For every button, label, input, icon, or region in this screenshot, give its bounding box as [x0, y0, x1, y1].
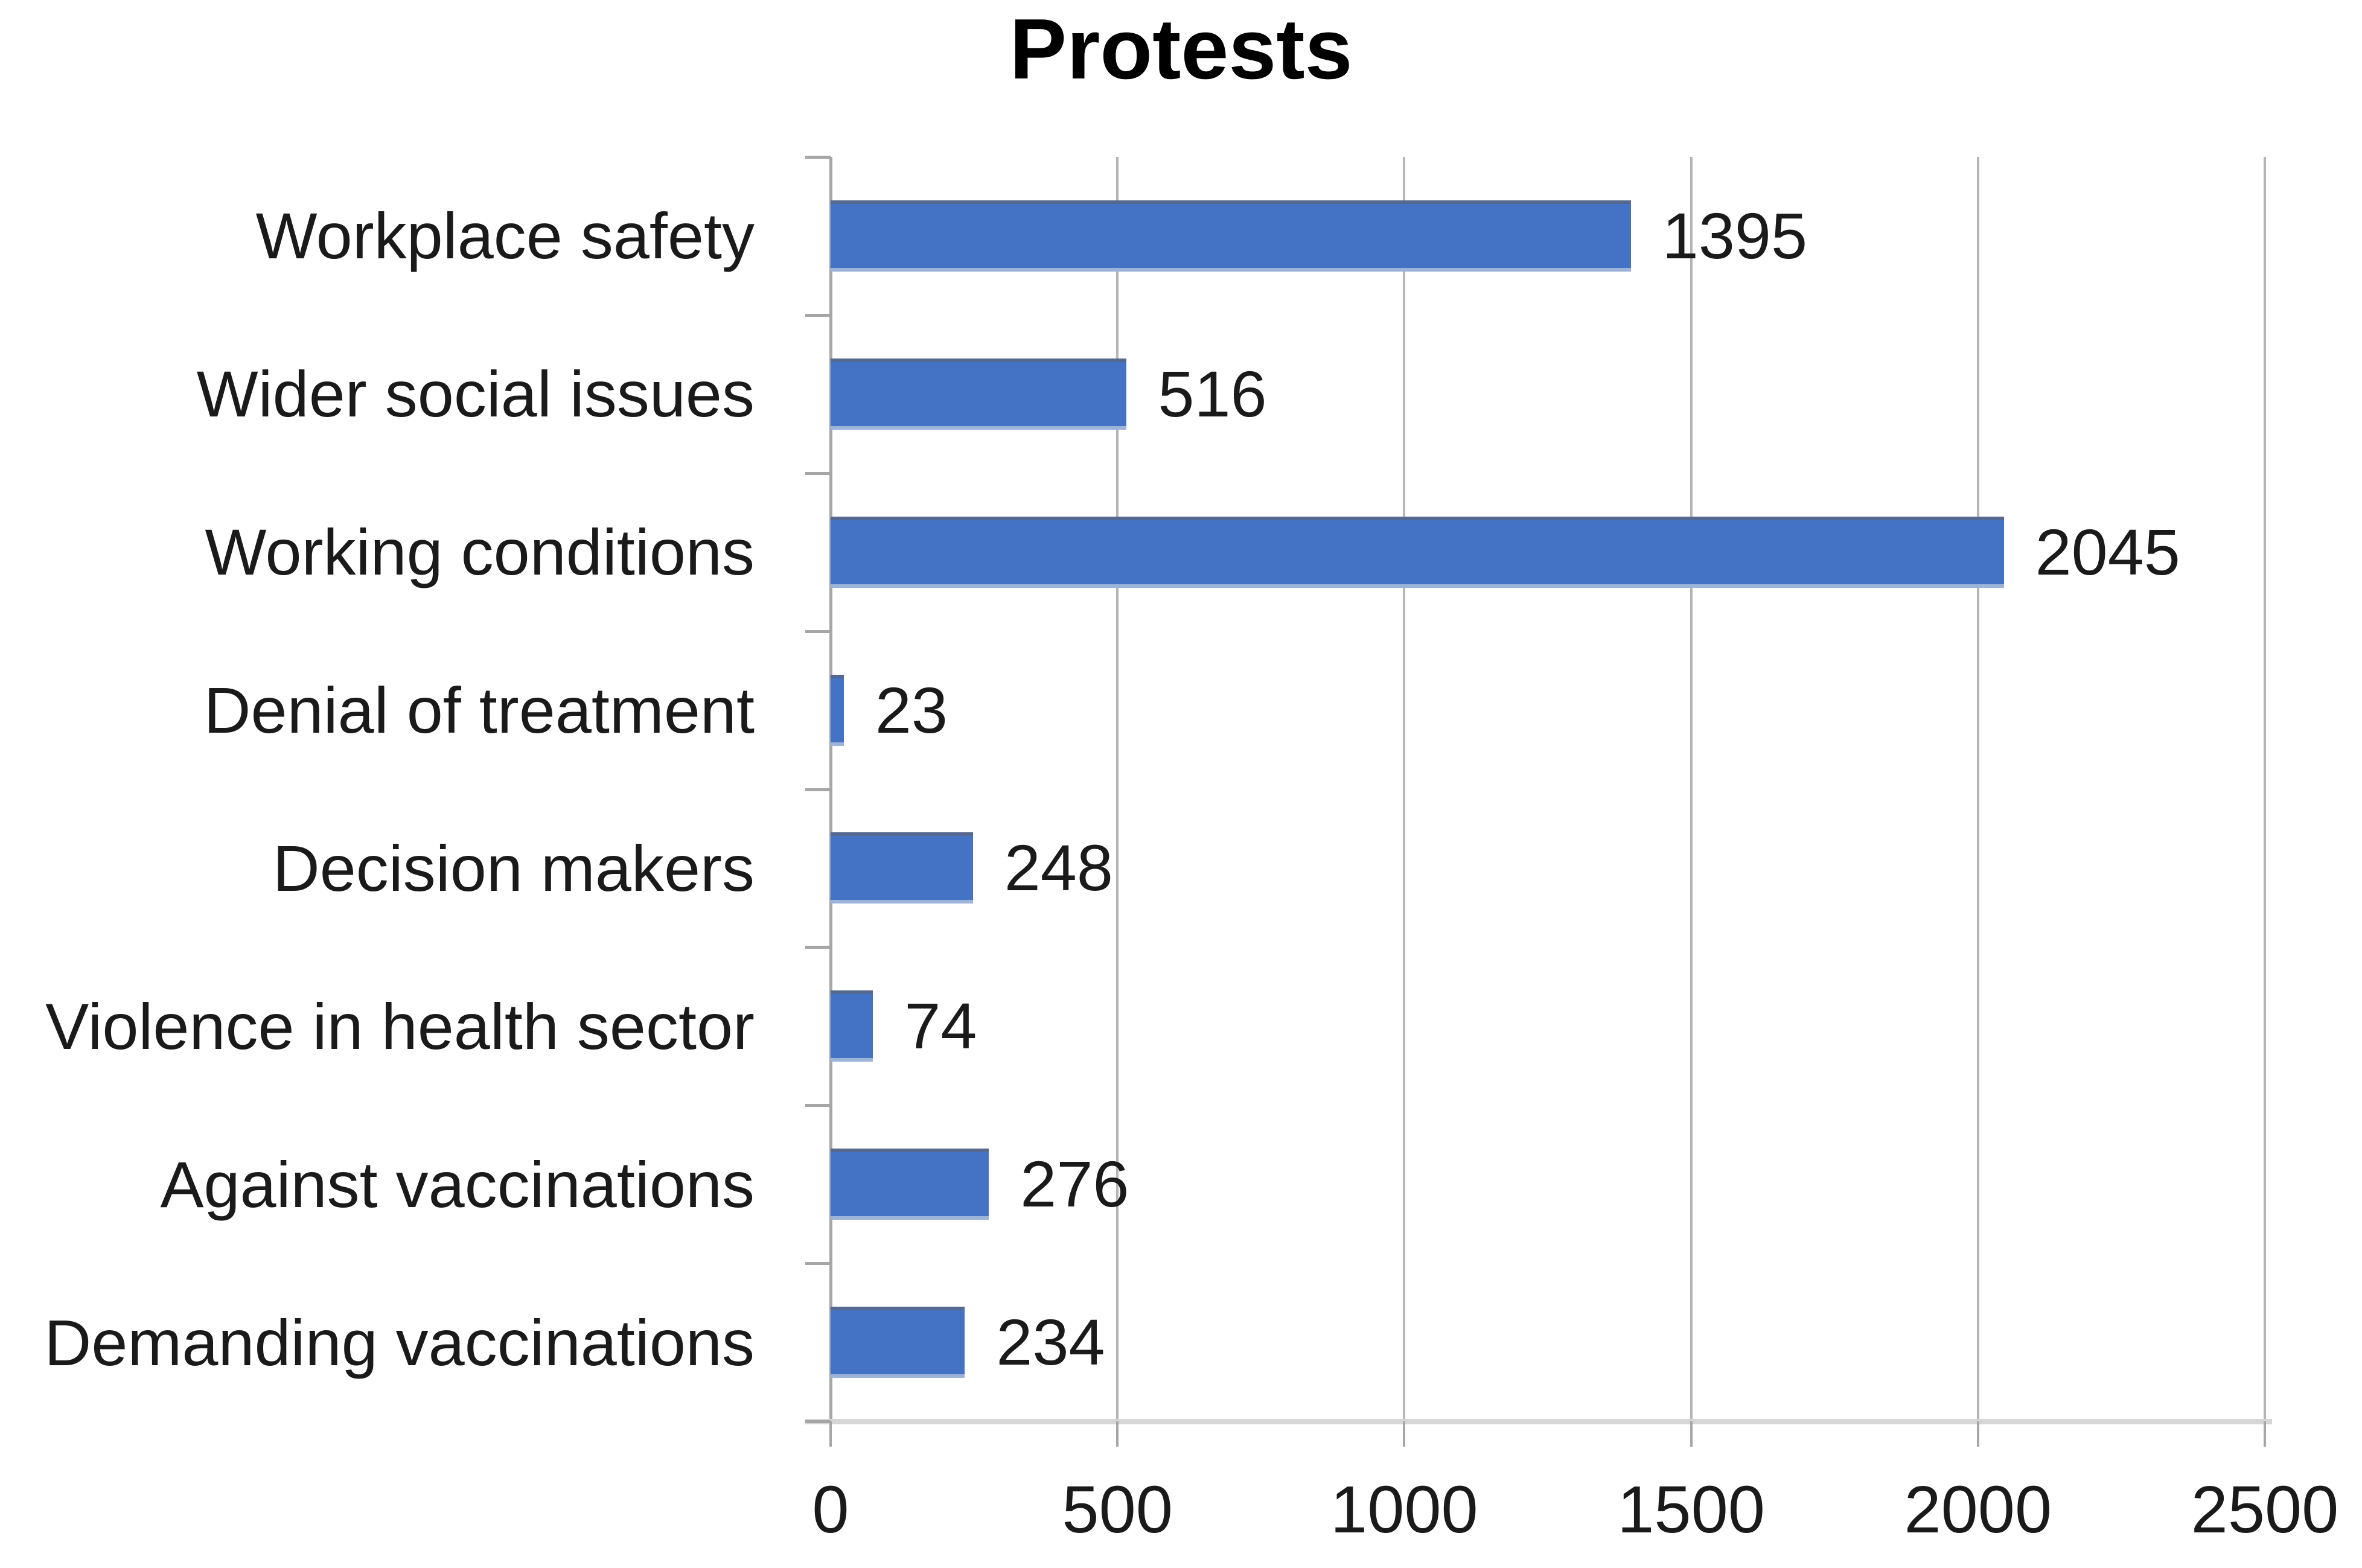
gridline — [1116, 157, 1119, 1421]
category-axis-tick-mark — [805, 313, 831, 317]
bar-row: 23 — [831, 631, 2265, 789]
chart-title: Protests — [1009, 1, 1353, 97]
x-axis-tick-label: 2000 — [1904, 1473, 2052, 1547]
x-axis-tick-mark — [1116, 1421, 1119, 1447]
category-axis-tick-mark — [805, 1420, 831, 1423]
category-label: Working conditions — [205, 515, 755, 589]
bar — [831, 516, 2004, 588]
bar — [831, 200, 1631, 272]
x-axis-tick-label: 2500 — [2191, 1473, 2339, 1547]
category-axis-tick-mark — [805, 629, 831, 633]
gridline — [1690, 157, 1693, 1421]
bar — [831, 832, 973, 904]
bar — [831, 1149, 989, 1220]
gridline — [1976, 157, 1979, 1421]
plot-area: 1395 516 2045 23 248 74 276 234 — [829, 157, 2266, 1421]
category-label: Against vaccinations — [160, 1147, 755, 1221]
category-axis-tick-mark — [805, 946, 831, 949]
category-axis-tick-mark — [805, 156, 831, 159]
bar-value-label: 23 — [875, 673, 948, 747]
bar-row: 248 — [831, 789, 2265, 948]
category-label: Wider social issues — [196, 357, 755, 431]
category-label: Demanding vaccinations — [44, 1305, 755, 1379]
x-axis-tick-label: 1500 — [1617, 1473, 1765, 1547]
bar-value-label: 2045 — [2035, 515, 2180, 588]
bar-row: 1395 — [831, 157, 2265, 315]
gridline — [1403, 157, 1406, 1421]
x-axis-baseline — [805, 1419, 2272, 1424]
bar-row: 74 — [831, 947, 2265, 1105]
bar-value-label: 516 — [1158, 357, 1267, 430]
category-label: Denial of treatment — [203, 674, 755, 747]
bar-row: 234 — [831, 1263, 2265, 1421]
bar — [831, 358, 1127, 430]
x-axis-tick-mark — [1976, 1421, 1979, 1447]
category-axis-tick-mark — [805, 788, 831, 791]
bar — [831, 1307, 965, 1378]
bar-value-label: 74 — [904, 989, 977, 1063]
bar-row: 276 — [831, 1105, 2265, 1263]
x-axis-tick-mark — [1403, 1421, 1406, 1447]
bar-value-label: 248 — [1004, 831, 1113, 905]
category-axis-tick-mark — [805, 1104, 831, 1107]
gridline — [2264, 157, 2266, 1421]
bar-row: 2045 — [831, 473, 2265, 631]
category-label: Decision makers — [272, 831, 755, 905]
category-axis-labels: Workplace safety Wider social issues Worki… — [0, 157, 755, 1421]
x-axis-tick-label: 0 — [812, 1473, 849, 1547]
bar — [831, 674, 844, 746]
category-axis-tick-mark — [805, 1262, 831, 1266]
bar-value-label: 1395 — [1662, 199, 1808, 272]
bar-row: 516 — [831, 315, 2265, 473]
bar-value-label: 234 — [996, 1305, 1105, 1379]
category-axis-line — [829, 157, 832, 1421]
category-label: Violence in health sector — [45, 989, 755, 1063]
x-axis-tick-mark — [2264, 1421, 2266, 1447]
category-label: Workplace safety — [255, 199, 755, 273]
x-axis-tick-label: 500 — [1062, 1473, 1173, 1547]
x-axis-tick-mark — [1690, 1421, 1693, 1447]
bar-value-label: 276 — [1020, 1147, 1129, 1221]
x-axis-tick-label: 1000 — [1330, 1473, 1478, 1547]
bar — [831, 990, 873, 1062]
x-axis-tick-mark — [829, 1421, 832, 1447]
category-axis-tick-mark — [805, 471, 831, 475]
